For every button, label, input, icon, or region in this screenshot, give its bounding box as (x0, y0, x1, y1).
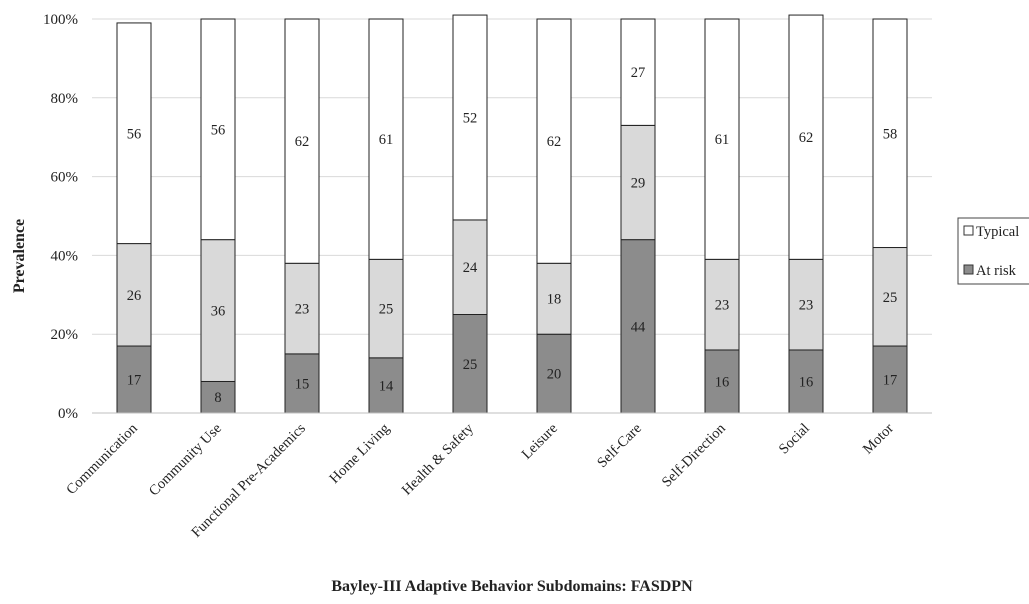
bar-segment-6-0 (620, 239, 656, 414)
legend-label-at-risk: At risk (976, 263, 1017, 279)
data-label-3-1: 25 (379, 302, 394, 318)
y-tick-label-3: 60% (51, 170, 79, 186)
y-tick-label-2: 40% (51, 248, 79, 264)
bar-segment-3-0 (368, 357, 404, 414)
bars (116, 14, 908, 414)
bar-segment-0-0 (116, 345, 152, 414)
y-tick-label-5: 100% (43, 12, 78, 28)
y-tick-label-1: 20% (51, 327, 79, 343)
x-tick-label-6: Self-Care (594, 421, 645, 472)
bar-segment-4-0 (452, 314, 488, 414)
x-tick-label-4: Health & Safety (399, 420, 477, 498)
bar-segment-6-2 (620, 18, 656, 126)
bar-segment-3-2 (368, 18, 404, 260)
data-label-3-2: 61 (379, 132, 394, 148)
legend-label-typical: Typical (976, 224, 1019, 240)
data-label-7-1: 23 (715, 298, 730, 314)
x-tick-label-3: Home Living (327, 421, 393, 487)
data-label-1-2: 56 (211, 122, 226, 138)
data-label-5-0: 20 (547, 367, 562, 383)
bar-segment-1-2 (200, 18, 236, 241)
data-label-2-1: 23 (295, 302, 310, 318)
data-label-0-0: 17 (127, 373, 142, 389)
data-label-4-2: 52 (463, 111, 478, 127)
data-label-5-2: 62 (547, 134, 562, 150)
bar-segment-0-1 (116, 243, 152, 347)
bar-segment-2-0 (284, 353, 320, 414)
bar-segment-4-2 (452, 14, 488, 221)
data-label-0-1: 26 (127, 288, 142, 304)
bar-segment-8-2 (788, 14, 824, 260)
x-tick-label-1: Community Use (146, 421, 225, 500)
data-label-6-1: 29 (631, 176, 646, 192)
x-tick-label-9: Motor (860, 420, 897, 457)
data-label-2-0: 15 (295, 376, 310, 392)
data-label-8-1: 23 (799, 298, 814, 314)
bar-segment-2-1 (284, 262, 320, 355)
bar-segment-8-1 (788, 258, 824, 351)
data-label-7-0: 16 (715, 374, 730, 390)
x-axis-title: Bayley-III Adaptive Behavior Subdomains:… (331, 578, 693, 595)
bar-segment-5-0 (536, 333, 572, 414)
x-tick-label-8: Social (776, 421, 813, 458)
x-tick-label-7: Self-Direction (659, 420, 729, 490)
legend: Typical At risk (957, 217, 1029, 285)
x-tick-label-0: Communication (63, 420, 141, 498)
data-label-6-2: 27 (631, 65, 646, 81)
data-label-9-1: 25 (883, 290, 898, 306)
data-label-2-2: 62 (295, 134, 310, 150)
data-label-0-2: 56 (127, 126, 142, 142)
legend-swatch-at-risk (963, 264, 974, 275)
y-axis-title: Prevalence (11, 219, 28, 293)
data-label-8-0: 16 (799, 374, 814, 390)
data-label-1-1: 36 (211, 304, 226, 320)
bar-segment-4-1 (452, 219, 488, 315)
bar-segment-7-2 (704, 18, 740, 260)
x-tick-label-5: Leisure (519, 421, 561, 463)
bar-segment-8-0 (788, 349, 824, 414)
data-label-1-0: 8 (214, 390, 221, 406)
bar-segment-9-1 (872, 247, 908, 347)
data-label-9-0: 17 (883, 373, 898, 389)
data-label-7-2: 61 (715, 132, 730, 148)
data-label-6-0: 44 (631, 319, 646, 335)
bar-segment-2-2 (284, 18, 320, 264)
data-label-4-0: 25 (463, 357, 478, 373)
bar-segment-7-1 (704, 258, 740, 351)
data-label-9-2: 58 (883, 126, 898, 142)
bar-segment-9-2 (872, 18, 908, 249)
data-label-5-1: 18 (547, 292, 562, 308)
bar-segment-5-1 (536, 262, 572, 335)
data-labels: 17 26 56 8 36 56 15 23 62 14 25 61 25 24 52 20 18 62 44 29 2… (127, 65, 898, 406)
bar-segment-9-0 (872, 345, 908, 414)
bar-segment-5-2 (536, 18, 572, 264)
bar-segment-6-1 (620, 124, 656, 241)
data-label-4-1: 24 (463, 260, 478, 276)
bar-segment-0-2 (116, 22, 152, 245)
legend-swatch-typical (963, 225, 974, 236)
data-label-8-2: 62 (799, 130, 814, 146)
y-tick-label-4: 80% (51, 91, 79, 107)
bar-segment-7-0 (704, 349, 740, 414)
data-label-3-0: 14 (379, 378, 394, 394)
y-tick-label-0: 0% (58, 406, 78, 422)
